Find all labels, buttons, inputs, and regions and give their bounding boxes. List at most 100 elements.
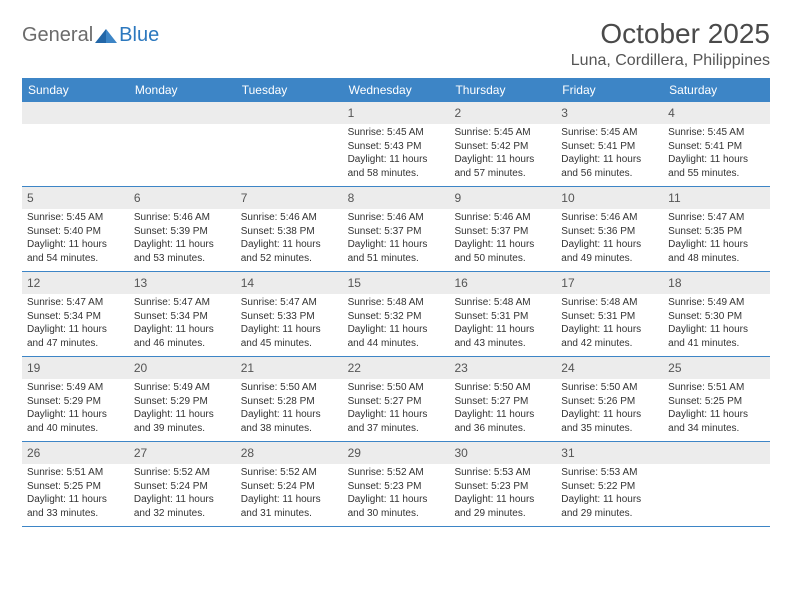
- day-number: 20: [129, 357, 236, 379]
- daylight-text: Daylight: 11 hours and 37 minutes.: [348, 408, 445, 435]
- sunrise-text: Sunrise: 5:51 AM: [668, 381, 765, 395]
- daylight-text: Daylight: 11 hours and 49 minutes.: [561, 238, 658, 265]
- day-cell: 10Sunrise: 5:46 AMSunset: 5:36 PMDayligh…: [556, 187, 663, 271]
- day-cell: 14Sunrise: 5:47 AMSunset: 5:33 PMDayligh…: [236, 272, 343, 356]
- sunrise-text: Sunrise: 5:51 AM: [27, 466, 124, 480]
- day-cell: 21Sunrise: 5:50 AMSunset: 5:28 PMDayligh…: [236, 357, 343, 441]
- day-number: 21: [236, 357, 343, 379]
- day-number: 3: [556, 102, 663, 124]
- sunset-text: Sunset: 5:33 PM: [241, 310, 338, 324]
- day-body: Sunrise: 5:45 AMSunset: 5:41 PMDaylight:…: [663, 124, 770, 184]
- sunset-text: Sunset: 5:39 PM: [134, 225, 231, 239]
- day-body: Sunrise: 5:45 AMSunset: 5:42 PMDaylight:…: [449, 124, 556, 184]
- day-cell: 6Sunrise: 5:46 AMSunset: 5:39 PMDaylight…: [129, 187, 236, 271]
- sunrise-text: Sunrise: 5:45 AM: [668, 126, 765, 140]
- daylight-text: Daylight: 11 hours and 52 minutes.: [241, 238, 338, 265]
- day-number: 12: [22, 272, 129, 294]
- day-cell: [236, 102, 343, 186]
- day-body: Sunrise: 5:49 AMSunset: 5:29 PMDaylight:…: [22, 379, 129, 439]
- day-cell: 3Sunrise: 5:45 AMSunset: 5:41 PMDaylight…: [556, 102, 663, 186]
- day-cell: 22Sunrise: 5:50 AMSunset: 5:27 PMDayligh…: [343, 357, 450, 441]
- day-number: 28: [236, 442, 343, 464]
- daylight-text: Daylight: 11 hours and 58 minutes.: [348, 153, 445, 180]
- day-number: 29: [343, 442, 450, 464]
- sunset-text: Sunset: 5:42 PM: [454, 140, 551, 154]
- sunset-text: Sunset: 5:26 PM: [561, 395, 658, 409]
- location-text: Luna, Cordillera, Philippines: [571, 52, 770, 70]
- daylight-text: Daylight: 11 hours and 56 minutes.: [561, 153, 658, 180]
- day-cell: 9Sunrise: 5:46 AMSunset: 5:37 PMDaylight…: [449, 187, 556, 271]
- day-body: Sunrise: 5:53 AMSunset: 5:22 PMDaylight:…: [556, 464, 663, 524]
- sunrise-text: Sunrise: 5:45 AM: [27, 211, 124, 225]
- day-number: 27: [129, 442, 236, 464]
- sunset-text: Sunset: 5:41 PM: [668, 140, 765, 154]
- day-cell: 15Sunrise: 5:48 AMSunset: 5:32 PMDayligh…: [343, 272, 450, 356]
- sunset-text: Sunset: 5:35 PM: [668, 225, 765, 239]
- day-cell: 16Sunrise: 5:48 AMSunset: 5:31 PMDayligh…: [449, 272, 556, 356]
- day-number: 26: [22, 442, 129, 464]
- day-cell: 11Sunrise: 5:47 AMSunset: 5:35 PMDayligh…: [663, 187, 770, 271]
- day-number: 14: [236, 272, 343, 294]
- sunset-text: Sunset: 5:36 PM: [561, 225, 658, 239]
- day-body: Sunrise: 5:50 AMSunset: 5:28 PMDaylight:…: [236, 379, 343, 439]
- daylight-text: Daylight: 11 hours and 31 minutes.: [241, 493, 338, 520]
- sunrise-text: Sunrise: 5:49 AM: [134, 381, 231, 395]
- day-body: Sunrise: 5:46 AMSunset: 5:37 PMDaylight:…: [343, 209, 450, 269]
- calendar: SundayMondayTuesdayWednesdayThursdayFrid…: [22, 78, 770, 527]
- day-body: Sunrise: 5:53 AMSunset: 5:23 PMDaylight:…: [449, 464, 556, 524]
- daylight-text: Daylight: 11 hours and 38 minutes.: [241, 408, 338, 435]
- day-number: 16: [449, 272, 556, 294]
- sunrise-text: Sunrise: 5:46 AM: [561, 211, 658, 225]
- weeks-container: 1Sunrise: 5:45 AMSunset: 5:43 PMDaylight…: [22, 102, 770, 527]
- day-cell: 7Sunrise: 5:46 AMSunset: 5:38 PMDaylight…: [236, 187, 343, 271]
- day-number: [663, 442, 770, 464]
- day-body: Sunrise: 5:49 AMSunset: 5:30 PMDaylight:…: [663, 294, 770, 354]
- sunrise-text: Sunrise: 5:52 AM: [134, 466, 231, 480]
- sunrise-text: Sunrise: 5:50 AM: [561, 381, 658, 395]
- day-body: Sunrise: 5:48 AMSunset: 5:32 PMDaylight:…: [343, 294, 450, 354]
- day-cell: 31Sunrise: 5:53 AMSunset: 5:22 PMDayligh…: [556, 442, 663, 526]
- day-number: 22: [343, 357, 450, 379]
- day-cell: 30Sunrise: 5:53 AMSunset: 5:23 PMDayligh…: [449, 442, 556, 526]
- sunset-text: Sunset: 5:40 PM: [27, 225, 124, 239]
- sunset-text: Sunset: 5:32 PM: [348, 310, 445, 324]
- logo-triangle-icon: [95, 27, 117, 45]
- daylight-text: Daylight: 11 hours and 46 minutes.: [134, 323, 231, 350]
- day-number: 4: [663, 102, 770, 124]
- day-number: 17: [556, 272, 663, 294]
- sunset-text: Sunset: 5:31 PM: [561, 310, 658, 324]
- day-body: Sunrise: 5:51 AMSunset: 5:25 PMDaylight:…: [663, 379, 770, 439]
- sunset-text: Sunset: 5:37 PM: [348, 225, 445, 239]
- day-body: Sunrise: 5:50 AMSunset: 5:26 PMDaylight:…: [556, 379, 663, 439]
- day-number: 6: [129, 187, 236, 209]
- sunset-text: Sunset: 5:23 PM: [348, 480, 445, 494]
- day-number: 8: [343, 187, 450, 209]
- day-cell: 18Sunrise: 5:49 AMSunset: 5:30 PMDayligh…: [663, 272, 770, 356]
- day-body: Sunrise: 5:52 AMSunset: 5:23 PMDaylight:…: [343, 464, 450, 524]
- day-number: 30: [449, 442, 556, 464]
- day-cell: 8Sunrise: 5:46 AMSunset: 5:37 PMDaylight…: [343, 187, 450, 271]
- sunset-text: Sunset: 5:30 PM: [668, 310, 765, 324]
- title-block: October 2025 Luna, Cordillera, Philippin…: [571, 18, 770, 70]
- day-number: 2: [449, 102, 556, 124]
- day-cell: 5Sunrise: 5:45 AMSunset: 5:40 PMDaylight…: [22, 187, 129, 271]
- daylight-text: Daylight: 11 hours and 45 minutes.: [241, 323, 338, 350]
- day-number: 18: [663, 272, 770, 294]
- day-cell: 2Sunrise: 5:45 AMSunset: 5:42 PMDaylight…: [449, 102, 556, 186]
- day-body: Sunrise: 5:47 AMSunset: 5:34 PMDaylight:…: [22, 294, 129, 354]
- sunrise-text: Sunrise: 5:50 AM: [454, 381, 551, 395]
- weekday-header: Friday: [556, 78, 663, 102]
- sunset-text: Sunset: 5:27 PM: [454, 395, 551, 409]
- sunset-text: Sunset: 5:29 PM: [27, 395, 124, 409]
- daylight-text: Daylight: 11 hours and 30 minutes.: [348, 493, 445, 520]
- sunrise-text: Sunrise: 5:47 AM: [134, 296, 231, 310]
- sunset-text: Sunset: 5:22 PM: [561, 480, 658, 494]
- day-cell: 13Sunrise: 5:47 AMSunset: 5:34 PMDayligh…: [129, 272, 236, 356]
- daylight-text: Daylight: 11 hours and 48 minutes.: [668, 238, 765, 265]
- weekday-header: Monday: [129, 78, 236, 102]
- sunset-text: Sunset: 5:28 PM: [241, 395, 338, 409]
- logo-text-general: General: [22, 24, 93, 47]
- day-number: 19: [22, 357, 129, 379]
- sunrise-text: Sunrise: 5:53 AM: [454, 466, 551, 480]
- day-cell: 27Sunrise: 5:52 AMSunset: 5:24 PMDayligh…: [129, 442, 236, 526]
